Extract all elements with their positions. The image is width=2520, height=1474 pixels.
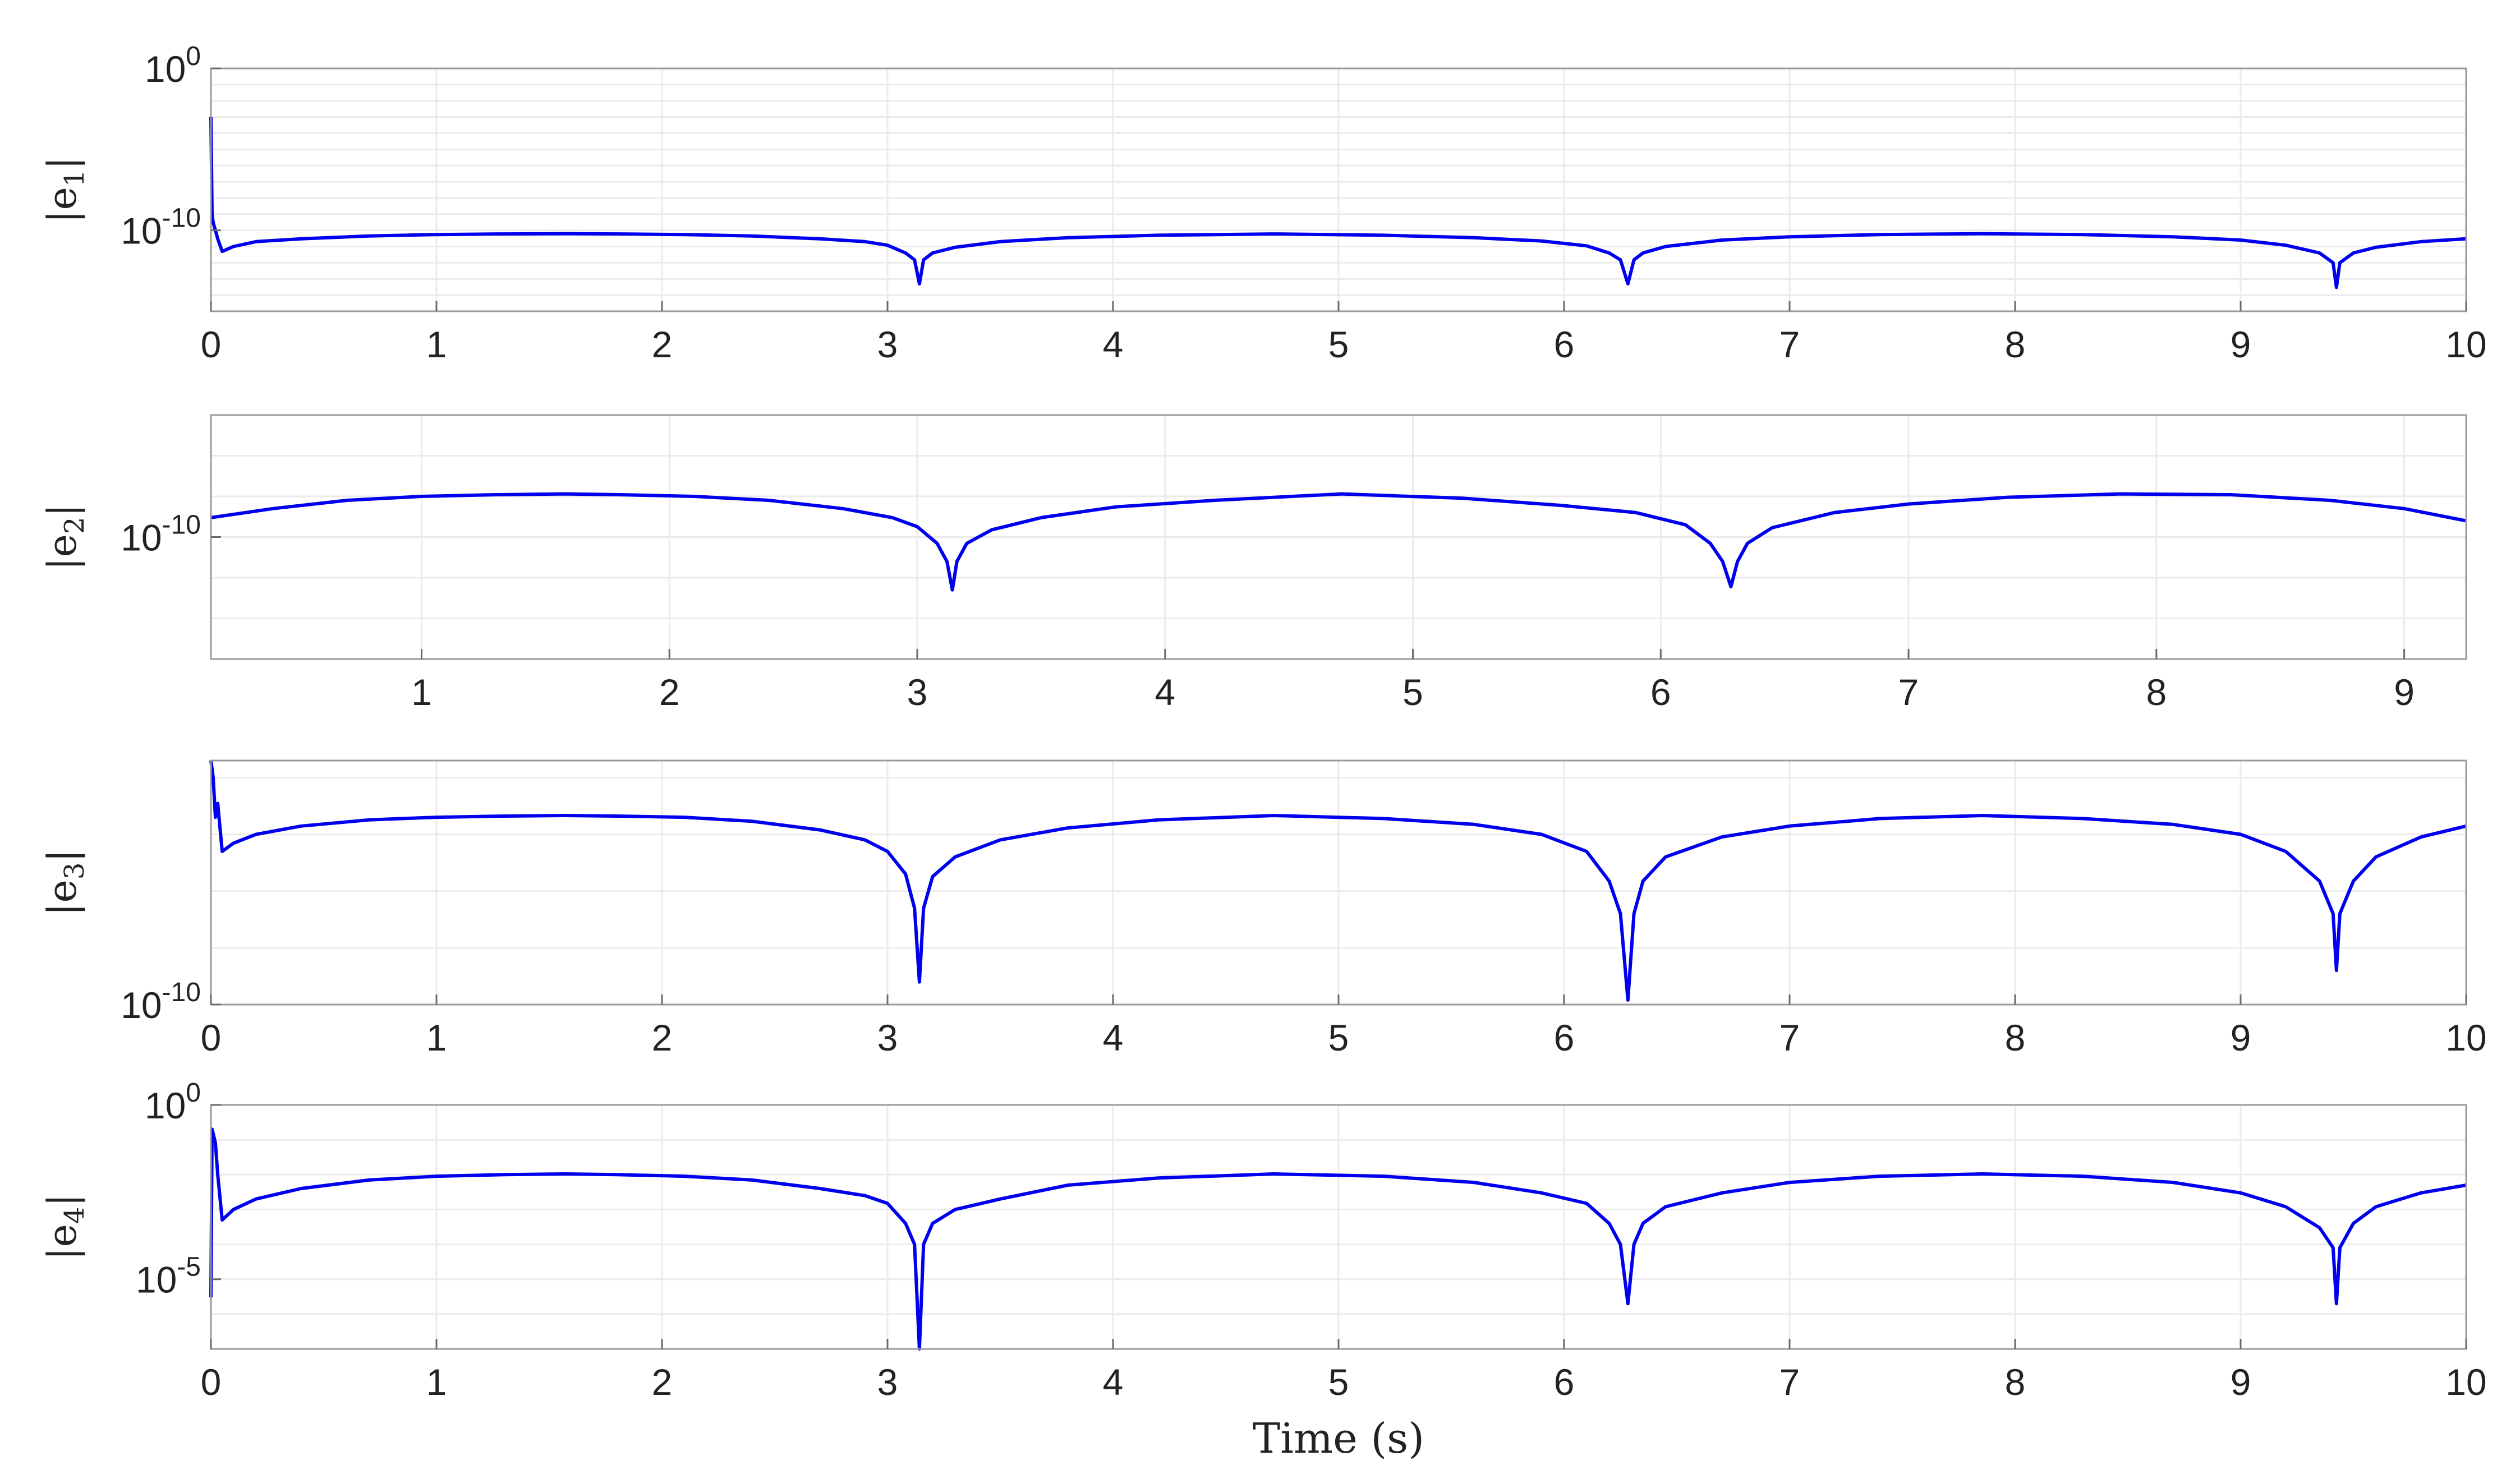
x-tick-label: 7 bbox=[1779, 1361, 1800, 1403]
x-tick-label: 10 bbox=[2445, 324, 2486, 365]
x-tick-label: 9 bbox=[2231, 1361, 2251, 1403]
series-line bbox=[209, 760, 2467, 1002]
x-tick-label: 6 bbox=[1554, 324, 1575, 365]
y-tick-label: 10-10 bbox=[121, 978, 201, 1026]
x-tick-label: 0 bbox=[201, 1361, 222, 1403]
x-tick-label: 2 bbox=[652, 1361, 673, 1403]
x-tick-label: 6 bbox=[1554, 1017, 1575, 1058]
x-tick-label: 2 bbox=[652, 324, 673, 365]
x-tick-label: 3 bbox=[877, 1361, 898, 1403]
y-tick-label: 100 bbox=[145, 42, 201, 90]
x-tick-label: 8 bbox=[2005, 1017, 2026, 1058]
series-line bbox=[209, 117, 2467, 289]
panel-2: 1 2 3 4 5 6 7 8 9 10-10 |e2| bbox=[39, 414, 2467, 713]
grid bbox=[210, 67, 2467, 312]
x-tick-label: 7 bbox=[1779, 1017, 1800, 1058]
panel-3: 0 1 2 3 4 5 6 7 8 9 10 10-10 |e3| bbox=[39, 759, 2487, 1058]
x-tick-label: 5 bbox=[1328, 1017, 1349, 1058]
x-tick-label: 10 bbox=[2445, 1017, 2486, 1058]
x-tick-label: 2 bbox=[659, 671, 680, 713]
x-tick-label: 5 bbox=[1328, 1361, 1349, 1403]
x-tick-label: 4 bbox=[1155, 671, 1175, 713]
x-tick-label: 7 bbox=[1898, 671, 1919, 713]
x-tick-label: 9 bbox=[2231, 1017, 2251, 1058]
series-line bbox=[210, 492, 2467, 592]
x-tick-label: 5 bbox=[1402, 671, 1423, 713]
x-tick-label: 9 bbox=[2231, 324, 2251, 365]
x-tick-label: 2 bbox=[652, 1017, 673, 1058]
x-tick-label: 8 bbox=[2146, 671, 2167, 713]
x-tick-label: 0 bbox=[201, 324, 222, 365]
x-axis-label: Time (s) bbox=[1253, 1415, 1424, 1463]
x-tick-label: 1 bbox=[426, 324, 447, 365]
panel-4: 0 1 2 3 4 5 6 7 8 9 10 100 10-5 |e4| Time (s) bbox=[39, 1078, 2487, 1463]
x-tick-label: 5 bbox=[1328, 324, 1349, 365]
x-tick-label: 1 bbox=[426, 1017, 447, 1058]
y-axis-label: |e1| bbox=[39, 156, 90, 223]
x-tick-label: 6 bbox=[1650, 671, 1671, 713]
x-tick-label: 6 bbox=[1554, 1361, 1575, 1403]
x-tick-label: 3 bbox=[877, 324, 898, 365]
x-tick-label: 10 bbox=[2445, 1361, 2486, 1403]
y-tick-label: 10-10 bbox=[121, 204, 201, 252]
y-axis-label: |e3| bbox=[39, 849, 90, 916]
x-tick-label: 1 bbox=[411, 671, 432, 713]
y-tick-label: 10-5 bbox=[136, 1252, 201, 1301]
y-axis-label: |e2| bbox=[39, 504, 90, 570]
x-tick-label: 4 bbox=[1103, 324, 1124, 365]
y-tick-label: 100 bbox=[145, 1078, 201, 1126]
x-tick-label: 4 bbox=[1103, 1361, 1124, 1403]
x-tick-label: 8 bbox=[2005, 1361, 2026, 1403]
x-tick-label: 0 bbox=[201, 1017, 222, 1058]
x-tick-label: 8 bbox=[2005, 324, 2026, 365]
series-line bbox=[209, 1127, 2467, 1351]
x-tick-label: 3 bbox=[877, 1017, 898, 1058]
y-axis-label: |e4| bbox=[39, 1194, 90, 1260]
x-tick-label: 7 bbox=[1779, 324, 1800, 365]
x-tick-label: 1 bbox=[426, 1361, 447, 1403]
x-tick-label: 9 bbox=[2394, 671, 2415, 713]
x-tick-label: 3 bbox=[907, 671, 928, 713]
panel-1: 0 1 2 3 4 5 6 7 8 9 10 100 10-10 |e1| bbox=[39, 42, 2487, 365]
y-tick-label: 10-10 bbox=[121, 510, 201, 559]
x-tick-label: 4 bbox=[1103, 1017, 1124, 1058]
